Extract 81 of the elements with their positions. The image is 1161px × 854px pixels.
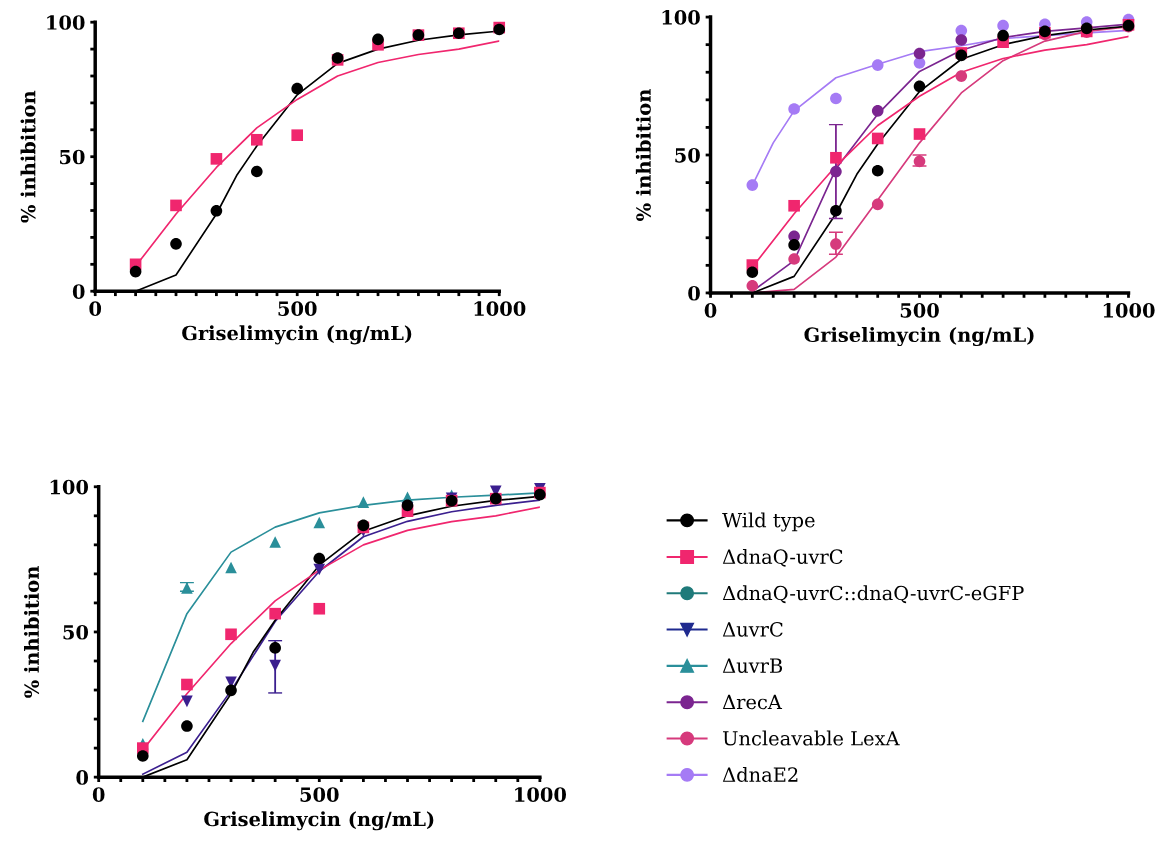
point bbox=[181, 720, 193, 732]
point bbox=[913, 128, 926, 140]
y-tick-label: 100 bbox=[47, 15, 85, 30]
point bbox=[871, 198, 884, 211]
point bbox=[788, 103, 800, 115]
x-tick-label: 1000 bbox=[1103, 302, 1155, 318]
y-axis-title: % inhibition bbox=[20, 90, 36, 223]
point bbox=[170, 238, 182, 250]
point bbox=[170, 199, 182, 212]
point bbox=[788, 239, 800, 251]
point bbox=[746, 279, 759, 292]
legend-label: ΔrecA bbox=[722, 694, 783, 710]
point bbox=[251, 165, 263, 178]
point bbox=[291, 129, 304, 141]
point bbox=[746, 179, 759, 191]
x-axis-title: Griselimycin (ng/mL) bbox=[204, 811, 434, 831]
legend-label: Wild type bbox=[722, 512, 815, 532]
point bbox=[913, 80, 926, 93]
point bbox=[129, 265, 142, 278]
point bbox=[269, 642, 281, 654]
point bbox=[269, 659, 281, 672]
point bbox=[830, 204, 842, 217]
point bbox=[788, 199, 800, 212]
y-tick-label: 100 bbox=[50, 479, 89, 495]
point bbox=[871, 132, 884, 145]
legend-label: ΔuvrC bbox=[722, 621, 783, 637]
x-tick-label: 0 bbox=[704, 302, 717, 318]
point bbox=[313, 516, 326, 529]
point bbox=[955, 34, 968, 46]
legend-label: ΔuvrB bbox=[722, 658, 783, 673]
x-axis-title: Griselimycin (ng/mL) bbox=[182, 325, 412, 345]
point bbox=[269, 536, 281, 548]
point bbox=[210, 153, 223, 165]
point bbox=[997, 29, 1009, 42]
legend-label: ΔdnaQ-uvrC::dnaQ-uvrC-eGFP bbox=[722, 585, 1024, 604]
point bbox=[746, 266, 759, 279]
point bbox=[357, 496, 370, 508]
y-tick-label: 0 bbox=[688, 285, 700, 301]
point bbox=[830, 92, 842, 105]
point bbox=[251, 133, 263, 146]
point bbox=[313, 602, 326, 615]
y-axis-title: % inhibition bbox=[635, 89, 651, 221]
x-tick-label: 500 bbox=[300, 787, 339, 802]
legend-label: ΔdnaQ-uvrC bbox=[722, 548, 843, 567]
x-tick-label: 1000 bbox=[515, 787, 567, 802]
point bbox=[210, 204, 223, 217]
legend-label: ΔdnaE2 bbox=[722, 766, 798, 782]
y-tick-label: 50 bbox=[60, 149, 85, 165]
legend-label: Uncleavable LexA bbox=[723, 730, 900, 746]
point bbox=[225, 684, 237, 697]
point bbox=[313, 563, 326, 576]
y-tick-label: 50 bbox=[63, 624, 89, 640]
y-tick-label: 100 bbox=[662, 10, 700, 25]
point bbox=[830, 238, 842, 250]
point bbox=[225, 628, 237, 641]
x-tick-label: 0 bbox=[89, 301, 102, 316]
x-axis-title: Griselimycin (ng/mL) bbox=[804, 327, 1034, 347]
x-tick-label: 500 bbox=[278, 301, 317, 316]
point bbox=[871, 105, 884, 117]
x-tick-label: 0 bbox=[92, 787, 105, 802]
point bbox=[997, 19, 1009, 32]
point bbox=[372, 33, 384, 46]
point bbox=[830, 151, 842, 164]
point bbox=[913, 47, 926, 60]
point bbox=[269, 607, 281, 620]
point bbox=[313, 552, 326, 565]
x-tick-label: 500 bbox=[900, 302, 939, 318]
point bbox=[830, 165, 842, 178]
y-axis-title: % inhibition bbox=[24, 566, 40, 698]
y-tick-label: 0 bbox=[72, 284, 85, 299]
point bbox=[955, 24, 968, 37]
point bbox=[291, 82, 304, 95]
point bbox=[136, 750, 149, 762]
point bbox=[181, 678, 193, 691]
point bbox=[871, 59, 884, 71]
y-tick-label: 0 bbox=[76, 770, 89, 785]
point bbox=[788, 253, 800, 265]
y-tick-label: 50 bbox=[675, 147, 700, 163]
point bbox=[871, 164, 884, 177]
x-tick-label: 1000 bbox=[474, 301, 526, 316]
point bbox=[955, 70, 968, 82]
